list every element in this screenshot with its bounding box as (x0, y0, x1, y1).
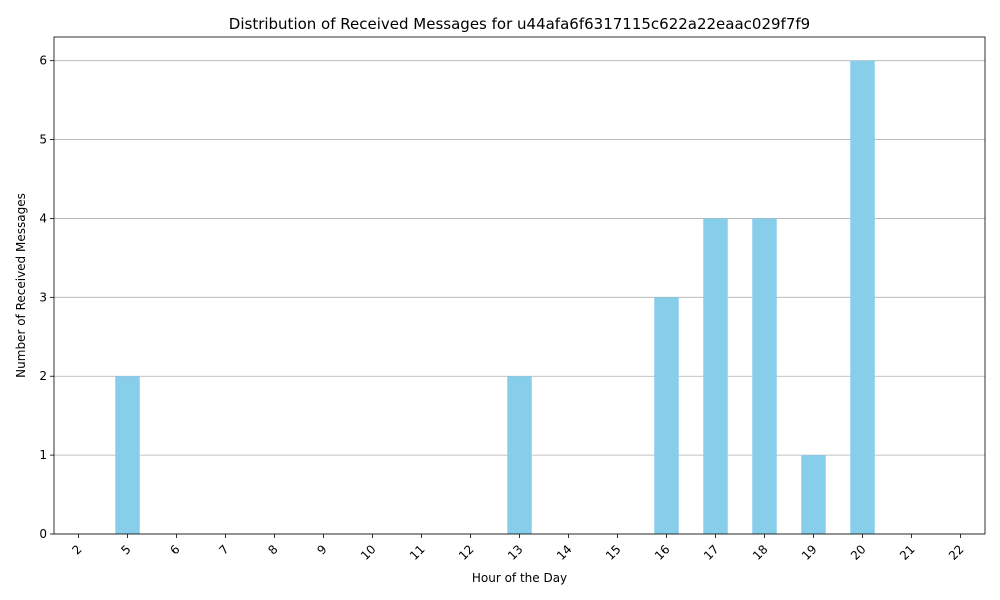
y-axis-ticks: 0 1 2 3 4 5 6 (39, 54, 54, 541)
bar-hour-19 (801, 455, 826, 534)
x-tick-label: 8 (265, 542, 280, 557)
y-tick-label: 5 (39, 133, 47, 147)
x-tick-label: 16 (652, 542, 673, 563)
bar-hour-20 (850, 60, 875, 535)
y-tick-label: 0 (39, 527, 47, 541)
x-tick-label: 22 (946, 542, 967, 563)
y-tick-label: 1 (39, 448, 47, 462)
x-tick-label: 6 (167, 542, 182, 557)
x-tick-label: 15 (603, 542, 624, 563)
y-tick-label: 3 (39, 290, 47, 304)
y-tick-label: 6 (39, 54, 47, 68)
y-axis-title: Number of Received Messages (14, 193, 28, 378)
y-tick-label: 2 (39, 369, 47, 383)
x-tick-label: 17 (701, 542, 722, 563)
x-tick-label: 19 (799, 542, 820, 563)
bar-hour-18 (752, 218, 777, 534)
x-tick-label: 12 (456, 542, 477, 563)
x-axis-ticks: 2 5 6 7 8 9 10 11 12 13 14 15 16 17 18 19 20 21 22 (69, 534, 967, 563)
bars (115, 60, 875, 535)
y-tick-label: 4 (39, 211, 47, 225)
bar-hour-17 (703, 218, 728, 534)
x-tick-label: 18 (750, 542, 771, 563)
bar-hour-5 (115, 376, 140, 534)
chart-title: Distribution of Received Messages for u4… (229, 15, 810, 33)
x-tick-label: 5 (118, 542, 133, 557)
x-tick-label: 14 (554, 542, 575, 563)
x-tick-label: 9 (314, 542, 329, 557)
x-tick-label: 2 (69, 542, 84, 557)
x-tick-label: 21 (897, 542, 918, 563)
bar-hour-16 (654, 297, 679, 534)
x-tick-label: 10 (358, 542, 379, 563)
x-tick-label: 13 (505, 542, 526, 563)
x-axis-title: Hour of the Day (472, 571, 567, 585)
x-tick-label: 20 (848, 542, 869, 563)
x-tick-label: 7 (216, 542, 231, 557)
bar-hour-13 (507, 376, 532, 534)
x-tick-label: 11 (407, 542, 428, 563)
